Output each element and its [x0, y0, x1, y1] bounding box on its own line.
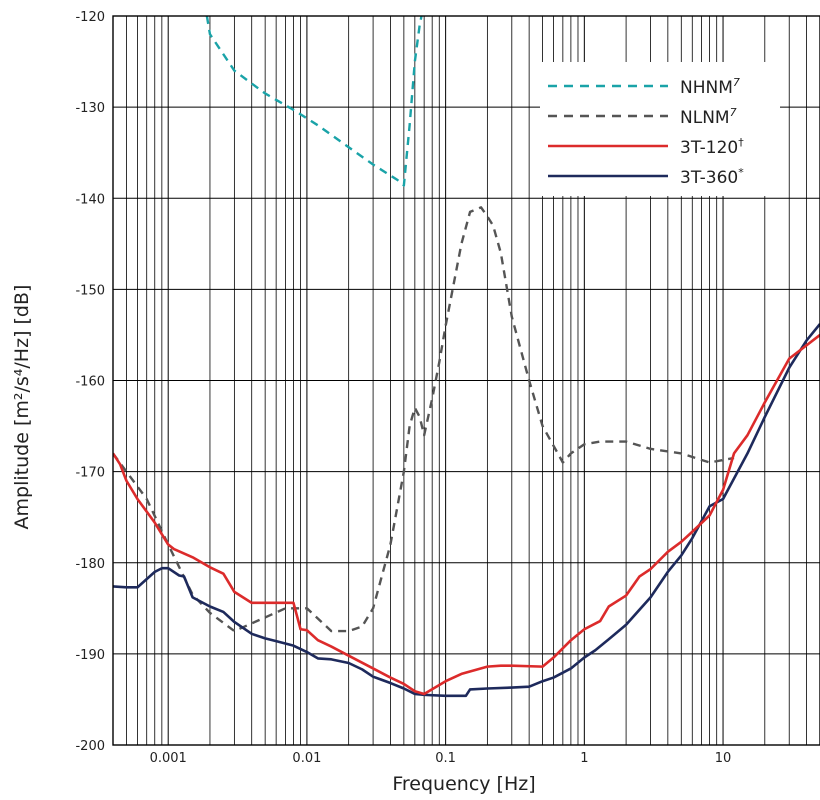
x-tick-label: 1	[580, 751, 588, 766]
y-tick-label: -200	[75, 739, 105, 754]
x-tick-label: 10	[715, 751, 732, 766]
y-tick-label: -150	[75, 283, 105, 298]
x-axis-title: Frequency [Hz]	[392, 773, 535, 795]
series-line-nhnm	[205, 16, 423, 187]
legend-label: 3T-120†	[680, 136, 744, 158]
series-layer	[113, 16, 820, 698]
x-tick-label: 0.1	[435, 751, 456, 766]
y-tick-label: -130	[75, 101, 105, 116]
legend-label: NHNM7	[680, 76, 740, 98]
y-tick-label: -170	[75, 466, 105, 481]
legend-label: NLNM7	[680, 106, 737, 128]
legend-box	[540, 62, 780, 196]
y-tick-label: -160	[75, 375, 105, 390]
legend-label: 3T-360*	[680, 166, 744, 188]
y-tick-label: -180	[75, 557, 105, 572]
y-tick-label: -120	[75, 10, 105, 25]
x-tick-label: 0.01	[292, 751, 321, 766]
series-line-nlnm	[113, 206, 735, 633]
plot-frame	[112, 15, 820, 746]
y-tick-label: -140	[75, 192, 105, 207]
y-axis-title: Amplitude [m²/s⁴/Hz] [dB]	[11, 285, 33, 530]
x-tick-label: 0.001	[150, 751, 187, 766]
tick-labels: -120 -130 -140 -150 -160 -170 -180 -190 -200 0.00…	[75, 10, 731, 766]
series-line-3t-360	[113, 323, 820, 698]
y-tick-label: -190	[75, 648, 105, 663]
legend: NHNM7 NLNM7 3T-120† 3T-360*	[540, 62, 780, 196]
series-line-3t-120	[113, 333, 820, 696]
